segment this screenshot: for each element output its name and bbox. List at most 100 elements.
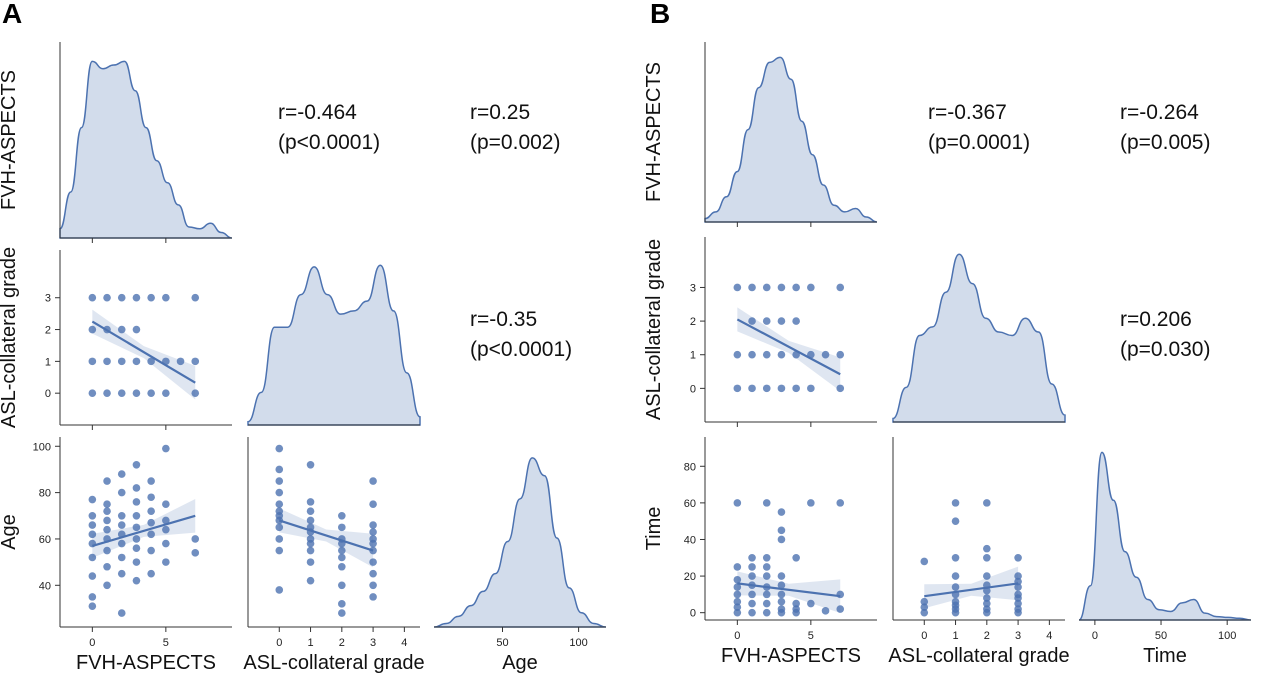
pb-point-1-40 xyxy=(836,590,845,599)
pb-point-1-4 xyxy=(733,583,742,591)
pa-point-1-47 xyxy=(162,500,170,508)
pb-point-1-10 xyxy=(748,590,756,599)
pa-point-1-46 xyxy=(162,516,170,525)
pb-point-0-8 xyxy=(762,317,771,325)
pa-point-1-32 xyxy=(132,511,141,520)
pb-y-tick-label-1-1: 1 xyxy=(690,350,696,362)
pa-point-2-7 xyxy=(275,500,284,508)
pb-point-0-6 xyxy=(836,283,845,292)
pb-point-2-32 xyxy=(1014,553,1022,562)
pb-point-1-24 xyxy=(777,605,786,613)
panel-label-b: B xyxy=(650,0,671,29)
pb-x-tick-label-2-1: 50 xyxy=(1155,630,1167,642)
pa-point-2-39 xyxy=(369,535,377,543)
pa-ci-band-0 xyxy=(92,309,196,400)
pa-point-0-19 xyxy=(88,389,97,397)
pb-x-tick-label-0-0: 0 xyxy=(734,630,740,642)
pa-y-tick-label-1-1: 1 xyxy=(45,356,51,368)
pa-point-1-10 xyxy=(103,562,111,571)
pa-point-2-11 xyxy=(275,444,284,453)
pa-point-2-41 xyxy=(369,521,377,529)
pb-point-1-0 xyxy=(733,608,742,617)
pa-x-tick-label-1-0: 0 xyxy=(276,637,282,649)
pa-point-1-3 xyxy=(88,553,97,562)
pa-scatter-2 xyxy=(275,444,377,617)
pb-point-0-21 xyxy=(762,384,771,393)
pa-point-2-3 xyxy=(275,523,284,532)
pa-point-0-0 xyxy=(88,293,97,302)
pb-point-0-3 xyxy=(777,283,786,292)
pa-point-2-36 xyxy=(369,558,377,566)
pa-point-1-2 xyxy=(88,572,97,580)
pa-point-1-44 xyxy=(162,539,170,548)
pa-point-2-23 xyxy=(338,609,346,617)
pb-point-2-23 xyxy=(983,499,991,507)
pb-point-0-24 xyxy=(807,384,815,393)
pb-point-2-10 xyxy=(951,572,960,580)
pa-regression-line-1 xyxy=(92,514,196,547)
pa-point-1-11 xyxy=(103,546,111,555)
pb-point-0-10 xyxy=(792,317,800,325)
pb-point-2-11 xyxy=(951,553,960,562)
pb-point-2-7 xyxy=(951,597,960,606)
pa-point-2-6 xyxy=(275,507,284,515)
pb-point-0-7 xyxy=(748,317,756,325)
pb-y-label-1: ASL-collateral grade xyxy=(643,239,665,420)
pb-point-0-1 xyxy=(748,283,756,292)
pb-point-1-37 xyxy=(807,499,815,507)
pa-x-tick-label-2-0: 50 xyxy=(496,637,508,649)
pb-x-tick-label-2-0: 0 xyxy=(1092,630,1098,642)
pb-point-0-25 xyxy=(836,384,845,393)
pa-point-1-34 xyxy=(132,484,141,492)
pb-point-1-41 xyxy=(836,499,845,507)
pa-ci-band-2 xyxy=(279,508,374,568)
pa-point-2-34 xyxy=(369,581,377,590)
pb-point-1-19 xyxy=(762,572,771,580)
pa-point-0-21 xyxy=(117,389,126,397)
pa-point-1-14 xyxy=(103,516,111,525)
pa-y-label-0: FVH-ASPECTS xyxy=(0,70,20,210)
pa-x-tick-label-1-4: 4 xyxy=(401,637,407,649)
pa-point-1-45 xyxy=(162,525,170,534)
pa-point-1-9 xyxy=(103,581,111,590)
pb-point-2-20 xyxy=(983,572,991,580)
pa-scatter-0 xyxy=(88,293,200,400)
pb-point-1-5 xyxy=(733,575,742,584)
pa-point-0-18 xyxy=(191,357,200,366)
pa-point-2-20 xyxy=(306,507,315,515)
pa-y-label-1: ASL-collateral grade xyxy=(0,247,20,428)
pb-point-1-21 xyxy=(762,553,771,562)
pb-point-1-25 xyxy=(777,597,786,606)
corr-annotation-a-1: r=-0.464 (p<0.0001) xyxy=(278,101,381,154)
pb-x-tick-label-2-2: 100 xyxy=(1218,630,1236,642)
pa-point-2-8 xyxy=(275,488,284,497)
pa-point-2-2 xyxy=(275,535,284,543)
pa-kde-1 xyxy=(247,264,421,426)
pa-point-2-13 xyxy=(306,558,315,566)
pa-x-tick-label-0-1: 5 xyxy=(163,637,169,649)
pa-point-1-17 xyxy=(103,477,111,485)
pb-regression-line-2 xyxy=(924,582,1019,598)
pb-x-tick-label-1-0: 0 xyxy=(921,630,927,642)
pb-point-1-34 xyxy=(792,599,800,608)
pa-y-tick-label-2-1: 60 xyxy=(39,534,51,546)
pb-y-tick-label-1-2: 2 xyxy=(690,316,696,328)
pb-point-2-21 xyxy=(983,553,991,562)
pa-point-1-1 xyxy=(88,593,97,601)
pb-point-0-12 xyxy=(748,350,756,359)
pa-regression-line-0 xyxy=(91,320,196,384)
pa-point-2-1 xyxy=(275,546,284,555)
pa-point-1-36 xyxy=(147,569,155,578)
pb-point-1-15 xyxy=(762,608,771,617)
pa-point-2-22 xyxy=(306,461,315,469)
pa-point-1-30 xyxy=(132,535,141,543)
pb-point-0-20 xyxy=(748,384,756,393)
pa-point-0-20 xyxy=(103,389,111,397)
pa-point-0-12 xyxy=(103,357,111,366)
pa-point-0-10 xyxy=(132,325,141,334)
pa-point-1-25 xyxy=(117,488,126,497)
pb-ci-band-2 xyxy=(924,566,1019,609)
pb-point-2-17 xyxy=(983,594,991,602)
pb-x-label-0: FVH-ASPECTS xyxy=(721,645,861,667)
